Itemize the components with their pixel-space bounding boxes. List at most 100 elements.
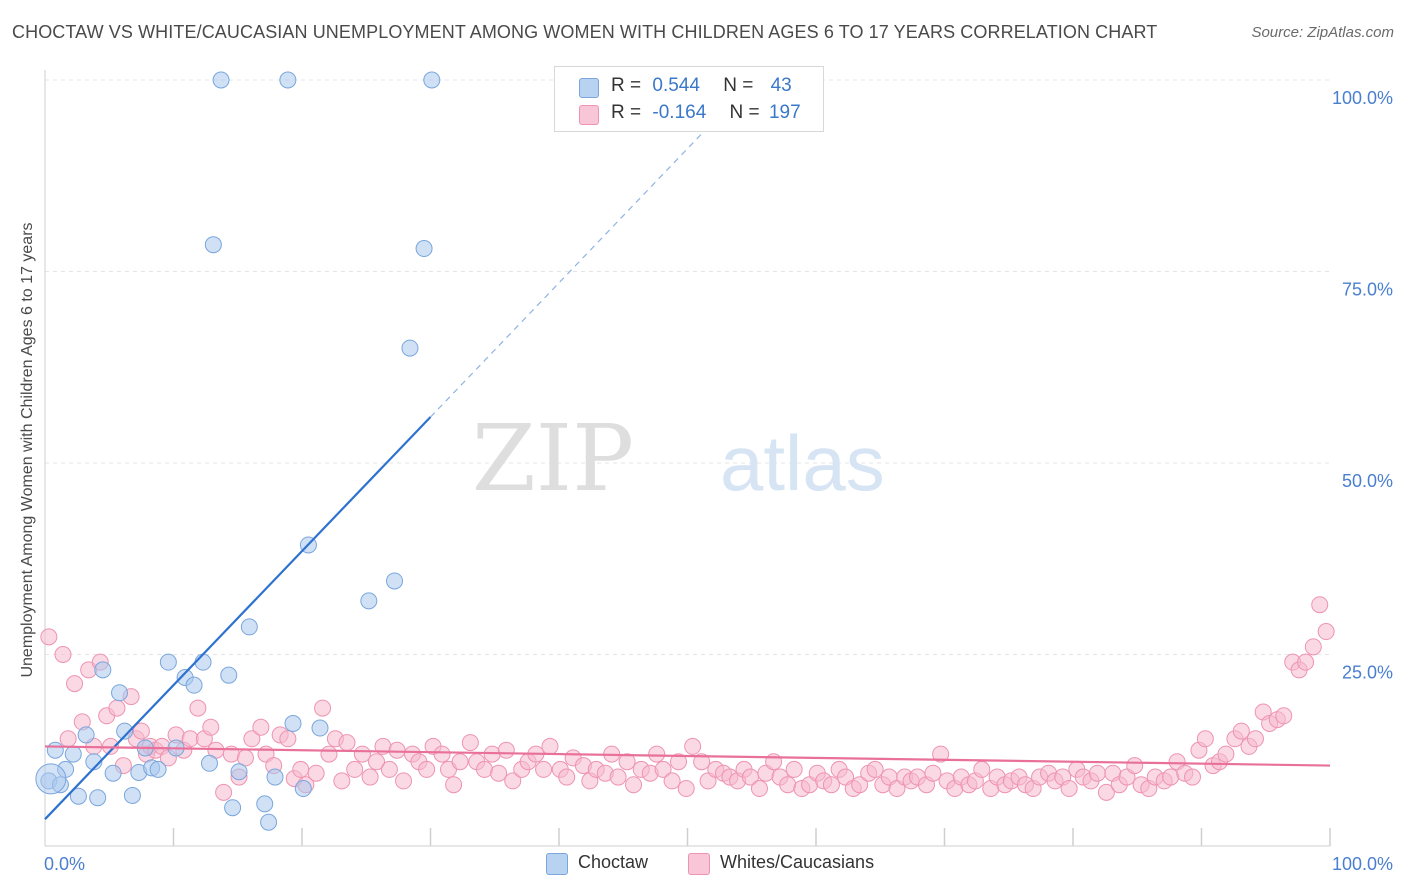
watermark-zip: ZIP	[472, 405, 634, 512]
whites-point-48	[361, 768, 379, 786]
choctaw-point-9	[94, 661, 112, 679]
choctaw-point-37	[311, 719, 329, 737]
choctaw-point-22	[194, 653, 212, 671]
whites-point-40	[307, 764, 325, 782]
choctaw-point-12	[116, 722, 134, 740]
whites-point-115	[851, 776, 869, 794]
whites-point-58	[433, 745, 451, 763]
whites-point-83	[618, 753, 636, 771]
whites-point-31	[243, 730, 261, 748]
whites-point-0	[40, 628, 58, 646]
watermark-atlas: atlas	[720, 419, 885, 507]
choctaw-point-30	[256, 795, 274, 813]
whites-point-1	[54, 646, 72, 663]
whites-point-106	[785, 760, 803, 778]
whites-point-32	[252, 718, 270, 736]
choctaw-point-1	[46, 741, 64, 759]
whites-point-89	[663, 772, 681, 790]
bottom-legend-swatch-whites	[688, 853, 710, 875]
whites-point-101	[750, 780, 768, 798]
whites-point-73	[541, 737, 559, 755]
choctaw-point-11	[111, 684, 129, 702]
trend-lines	[44, 81, 1331, 820]
whites-point-41	[314, 699, 332, 717]
choctaw-point-27	[224, 799, 242, 817]
whites-point-44	[333, 772, 351, 790]
source-credit: Source: ZipAtlas.com	[1251, 24, 1394, 41]
choctaw-points	[35, 71, 441, 831]
whites-point-90	[670, 753, 688, 771]
whites-point-92	[684, 737, 702, 755]
whites-point-38	[292, 760, 310, 778]
choctaw-point-10	[104, 764, 122, 782]
x-tick-label-1: 100.0%	[1332, 854, 1393, 874]
whites-point-75	[558, 768, 576, 786]
chart-title: CHOCTAW VS WHITE/CAUCASIAN UNEMPLOYMENT …	[12, 22, 1158, 42]
choctaw-point-4	[64, 745, 82, 763]
whites-point-88	[654, 760, 672, 778]
choctaw-point-32	[266, 768, 284, 786]
choctaw-point-38	[360, 592, 378, 610]
choctaw-point-40	[401, 339, 419, 357]
watermark: ZIP atlas	[472, 405, 885, 512]
choctaw-point-23	[200, 754, 218, 772]
choctaw-point-33	[279, 71, 297, 89]
whites-trend-line	[44, 745, 1331, 767]
choctaw-point-5	[69, 787, 87, 805]
choctaw-point-25	[212, 71, 230, 89]
whites-point-93	[693, 753, 711, 771]
whites-point-149	[1097, 783, 1115, 801]
y-tick-label-1: 50.0%	[1342, 471, 1393, 491]
choctaw-point-18	[159, 653, 177, 671]
bottom-legend-label-whites: Whites/Caucasians	[720, 852, 875, 872]
choctaw-point-21	[185, 676, 203, 694]
choctaw-point-26	[220, 666, 238, 684]
whites-point-105	[779, 776, 797, 794]
whites-point-56	[418, 760, 436, 778]
y-tick-label-3: 100.0%	[1332, 88, 1393, 108]
choctaw-point-13	[123, 786, 141, 804]
whites-point-47	[353, 745, 371, 763]
whites-point-68	[504, 772, 522, 790]
choctaw-trend-extension	[430, 81, 753, 418]
whites-point-84	[625, 776, 643, 794]
whites-point-125	[924, 764, 942, 782]
whites-point-61	[451, 753, 469, 771]
axes	[44, 70, 1331, 847]
whites-point-72	[535, 760, 553, 778]
legend-r-value-choctaw: 0.544	[652, 75, 700, 96]
whites-point-87	[648, 745, 666, 763]
whites-point-46	[346, 760, 364, 778]
whites-point-126	[932, 745, 950, 763]
whites-points	[40, 596, 1335, 801]
choctaw-point-39	[386, 572, 404, 590]
whites-point-144	[1060, 780, 1078, 798]
y-tick-label-2: 75.0%	[1342, 280, 1393, 300]
whites-point-179	[1311, 596, 1329, 614]
bottom-legend-label-choctaw: Choctaw	[578, 852, 649, 872]
choctaw-trend-line	[44, 416, 432, 820]
whites-point-42	[320, 745, 338, 763]
whites-point-14	[132, 722, 150, 740]
whites-point-178	[1304, 638, 1322, 656]
legend-n-label: N =	[729, 102, 760, 123]
whites-point-52	[388, 741, 406, 759]
whites-point-82	[609, 768, 627, 786]
whites-point-23	[189, 699, 207, 717]
whites-point-67	[497, 741, 515, 759]
choctaw-point-34	[284, 714, 302, 732]
y-tick-label-0: 25.0%	[1342, 663, 1393, 683]
choctaw-point-6	[77, 726, 95, 744]
whites-point-53	[395, 772, 413, 790]
choctaw-point-42	[423, 71, 441, 89]
whites-point-91	[677, 780, 695, 798]
whites-point-132	[973, 760, 991, 778]
whites-point-10	[108, 699, 126, 717]
whites-point-25	[202, 718, 220, 736]
whites-point-66	[490, 764, 508, 782]
whites-point-45	[338, 734, 356, 752]
legend-swatch-whites	[579, 105, 599, 125]
choctaw-point-24	[204, 236, 222, 254]
whites-point-163	[1196, 730, 1214, 748]
